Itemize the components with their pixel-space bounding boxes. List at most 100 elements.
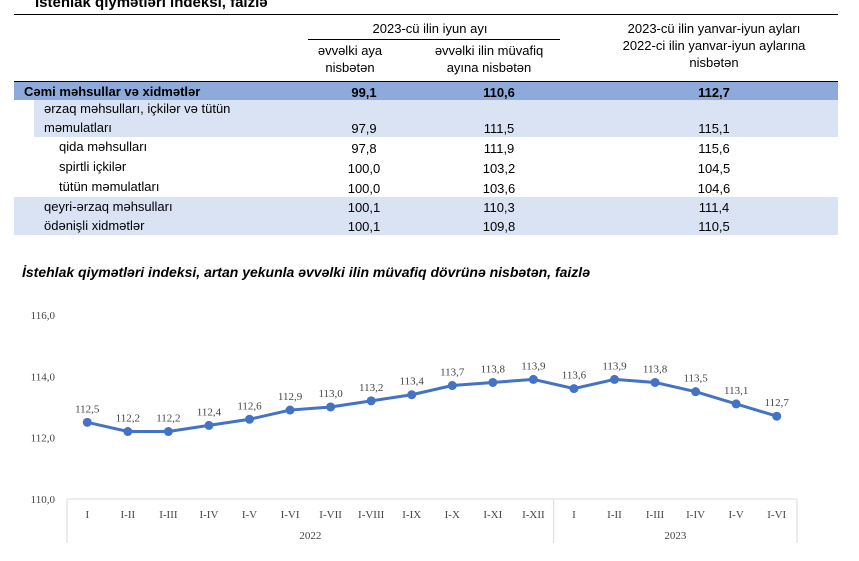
row-label: spirtli içkilər (59, 159, 127, 174)
row-label: ərzaq məhsulları, içkilər və tütün (44, 101, 231, 116)
series-line (86, 377, 778, 434)
row-label: Cəmi məhsullar və xidmətlər (24, 84, 201, 99)
data-point (123, 427, 133, 437)
x-tick-label: I-XI (483, 509, 502, 521)
header-col3: 2023-cü ilin yanvar-iyun ayları 2022-ci i… (622, 21, 806, 70)
data-label: 113,4 (400, 376, 425, 388)
value-prev-year-month: 110,3 (483, 200, 515, 215)
data-label: 112,9 (278, 391, 303, 403)
value-ytd: 104,5 (697, 161, 731, 176)
data-point (204, 420, 214, 430)
data-point (82, 417, 92, 427)
x-tick-label: I-VI (767, 509, 786, 521)
data-label: 113,9 (602, 360, 627, 372)
value-prev-year-month: 103,2 (482, 161, 516, 176)
data-label: 112,7 (765, 397, 790, 409)
data-point (407, 390, 417, 400)
x-tick-label: I-VI (281, 509, 300, 521)
value-prev-month: 100,0 (347, 181, 381, 196)
data-point (163, 427, 173, 437)
data-point (447, 381, 457, 391)
x-tick-label: I-II (121, 509, 136, 521)
value-prev-month: 97,8 (351, 141, 377, 156)
data-label: 112,2 (156, 413, 180, 425)
data-label: 113,0 (318, 388, 343, 400)
table-row: spirtli içkilər 100,0 103,2 104,5 (14, 157, 838, 177)
x-tick-label: I-IX (402, 509, 421, 521)
header-col1: əvvəlki aya nisbətən (317, 43, 383, 75)
table-row: ərzaq məhsulları, içkilər və tütün məmula… (14, 100, 838, 137)
x-tick-label: I-VII (319, 509, 342, 521)
value-prev-month: 100,0 (347, 161, 381, 176)
value-ytd: 115,6 (698, 141, 730, 156)
data-label: 113,1 (724, 385, 748, 397)
data-point (285, 405, 295, 415)
x-tick-label: I-XII (522, 509, 545, 521)
header-group: 2023-cü ilin iyun ayı (372, 21, 488, 36)
y-tick-label: 110,0 (31, 494, 56, 506)
group-label: 2023 (664, 530, 687, 542)
data-point (488, 377, 498, 387)
value-ytd: 115,1 (698, 121, 730, 136)
value-ytd: 110,5 (698, 219, 730, 234)
header-col2: əvvəlki ilin müvafiq ayına nisbətən (434, 43, 544, 75)
value-prev-month: 97,9 (351, 121, 377, 136)
group-label: 2022 (299, 530, 321, 542)
value-prev-year-month: 111,9 (483, 141, 515, 156)
row-label: tütün məmulatları (59, 179, 160, 194)
data-label: 113,6 (562, 370, 587, 382)
value-prev-year-month: 111,5 (483, 121, 515, 136)
x-tick-label: I-IV (686, 509, 705, 521)
data-label: 112,5 (75, 403, 100, 415)
y-tick-label: 116,0 (31, 310, 56, 322)
x-tick-label: I-V (242, 509, 257, 521)
chart-title: İstehlak qiymətləri indeksi, artan yekun… (22, 264, 590, 280)
data-label: 113,8 (643, 363, 668, 375)
value-prev-year-month: 103,6 (482, 181, 516, 196)
table-row: tütün məmulatları 100,0 103,6 104,6 (14, 177, 838, 197)
value-ytd: 112,7 (698, 85, 730, 100)
data-label: 113,9 (521, 360, 546, 372)
x-tick-label: I-II (607, 509, 622, 521)
data-point (731, 399, 741, 409)
table-row: qida məhsulları 97,8 111,9 115,6 (14, 137, 838, 157)
value-prev-year-month: 109,8 (482, 219, 516, 234)
row-label: qida məhsulları (59, 139, 148, 154)
data-point (610, 374, 619, 384)
x-tick-label: I-VIII (358, 509, 385, 521)
data-point (569, 384, 579, 394)
x-tick-label: I (572, 509, 576, 521)
table-row: ödənişli xidmətlər 100,1 109,8 110,5 (14, 216, 838, 236)
data-point (691, 387, 701, 397)
value-prev-month: 100,1 (347, 219, 381, 234)
data-label: 113,2 (359, 382, 383, 394)
data-point (326, 402, 336, 412)
data-label: 112,4 (197, 406, 222, 418)
value-ytd: 111,4 (698, 200, 730, 215)
table-title: İstehlak qiymətləri indeksi, faizlə (35, 0, 268, 11)
divider (14, 14, 838, 15)
row-label: ödənişli xidmətlər (44, 218, 145, 233)
x-tick-label: I (85, 509, 89, 521)
y-tick-label: 114,0 (31, 371, 56, 383)
table-row: Cəmi məhsullar və xidmətlər 99,1 110,6 112,… (14, 81, 838, 101)
divider (308, 39, 560, 40)
x-tick-label: I-III (159, 509, 178, 521)
data-label: 113,8 (481, 363, 506, 375)
data-point (650, 377, 660, 387)
row-label: qeyri-ərzaq məhsulları (44, 199, 173, 214)
data-label: 112,2 (116, 413, 140, 425)
x-tick-label: I-X (445, 509, 460, 521)
x-tick-label: I-V (729, 509, 744, 521)
y-tick-label: 112,0 (31, 433, 56, 445)
data-point (366, 396, 376, 406)
data-point (245, 414, 254, 424)
x-tick-label: I-IV (199, 509, 218, 521)
data-label: 112,6 (237, 400, 262, 412)
data-point (772, 411, 782, 421)
data-label: 113,7 (440, 367, 465, 379)
x-tick-label: I-III (646, 509, 665, 521)
data-label: 113,5 (683, 373, 708, 385)
value-prev-month: 100,1 (347, 200, 381, 215)
